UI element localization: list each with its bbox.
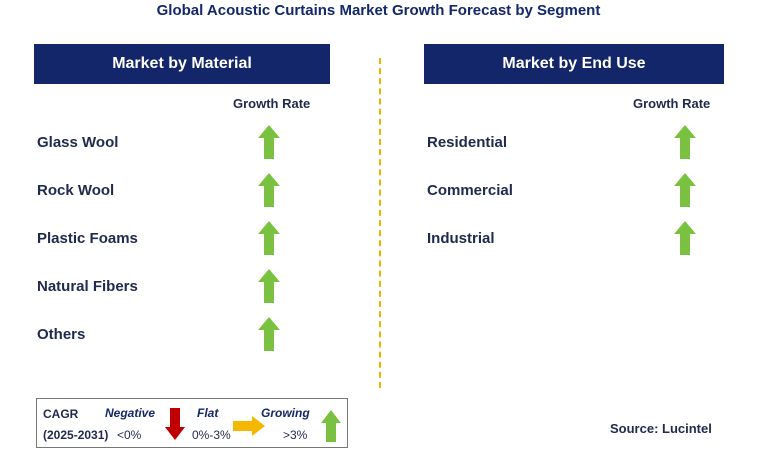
legend-negative-label: Negative xyxy=(105,406,156,420)
legend-growing-label: Growing xyxy=(261,406,310,420)
up-arrow-icon xyxy=(258,269,280,303)
legend-flat-range: 0%-3% xyxy=(192,428,231,442)
up-arrow-icon xyxy=(258,125,280,159)
down-arrow-icon xyxy=(165,408,185,440)
legend-flat-label: Flat xyxy=(197,406,219,420)
row-label-plastic-foams: Plastic Foams xyxy=(37,230,138,247)
source-note: Source: Lucintel xyxy=(610,421,712,436)
material-growth-rate-label: Growth Rate xyxy=(233,96,311,111)
cagr-legend: CAGR (2025-2031) Negative <0% Flat 0%-3%… xyxy=(36,398,348,448)
right-arrow-icon xyxy=(233,416,265,436)
up-arrow-icon xyxy=(258,221,280,255)
row-label-natural-fibers: Natural Fibers xyxy=(37,278,138,295)
panel-divider xyxy=(379,58,381,388)
material-panel-header: Market by Material xyxy=(34,44,330,84)
legend-negative-range: <0% xyxy=(117,428,142,442)
up-arrow-icon xyxy=(674,173,696,207)
end-use-panel-header: Market by End Use xyxy=(424,44,724,84)
up-arrow-icon xyxy=(674,221,696,255)
legend-cagr-label: CAGR xyxy=(43,407,79,421)
up-arrow-icon xyxy=(674,125,696,159)
up-arrow-icon xyxy=(321,410,341,442)
end-use-growth-rate-label: Growth Rate xyxy=(633,96,711,111)
row-label-rock-wool: Rock Wool xyxy=(37,182,115,199)
legend-period: (2025-2031) xyxy=(43,428,109,442)
legend-growing-range: >3% xyxy=(283,428,308,442)
row-label-industrial: Industrial xyxy=(427,230,495,247)
up-arrow-icon xyxy=(258,317,280,351)
page-title: Global Acoustic Curtains Market Growth F… xyxy=(156,2,601,19)
row-label-others: Others xyxy=(37,326,86,343)
row-label-residential: Residential xyxy=(427,134,508,151)
row-label-glass-wool: Glass Wool xyxy=(37,134,119,151)
up-arrow-icon xyxy=(258,173,280,207)
row-label-commercial: Commercial xyxy=(427,182,513,199)
